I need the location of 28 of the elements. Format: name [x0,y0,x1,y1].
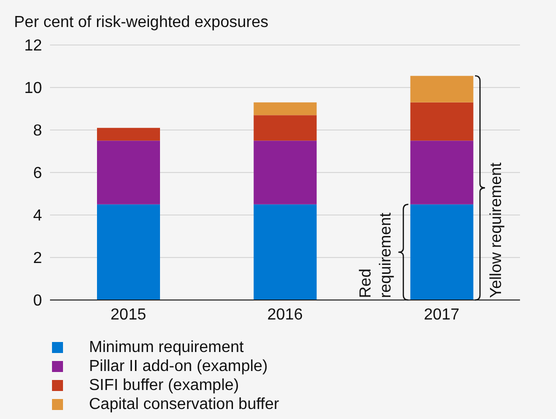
bar [254,204,317,300]
legend-label: Capital conservation buffer [89,395,280,414]
legend-label: Pillar II add-on (example) [89,357,268,376]
y-tick-label: 8 [33,122,42,140]
bar [410,102,474,141]
bar [254,140,317,204]
bar [97,204,160,300]
x-tick-label: 2016 [267,306,303,324]
y-axis-title: Per cent of risk-weighted exposures [14,14,268,32]
bar [97,140,160,204]
y-tick-label: 4 [33,208,42,225]
x-tick-label: 2015 [110,306,146,324]
y-tick-label: 12 [24,38,42,55]
annotation: Yellow requirement [488,162,505,298]
bar [97,128,160,141]
bar [410,140,474,204]
bar [410,76,474,102]
y-tick-label: 2 [33,250,42,268]
bar [254,102,317,116]
y-tick-label: 0 [33,292,42,310]
y-tick-label: 6 [33,165,42,182]
annotation: Red requirement [357,212,394,298]
bar [410,204,474,300]
legend-label: Minimum requirement [89,338,244,357]
bar [254,115,317,141]
y-tick-label: 10 [24,80,42,98]
legend-label: SIFI buffer (example) [89,376,239,395]
x-tick-label: 2017 [424,306,460,324]
